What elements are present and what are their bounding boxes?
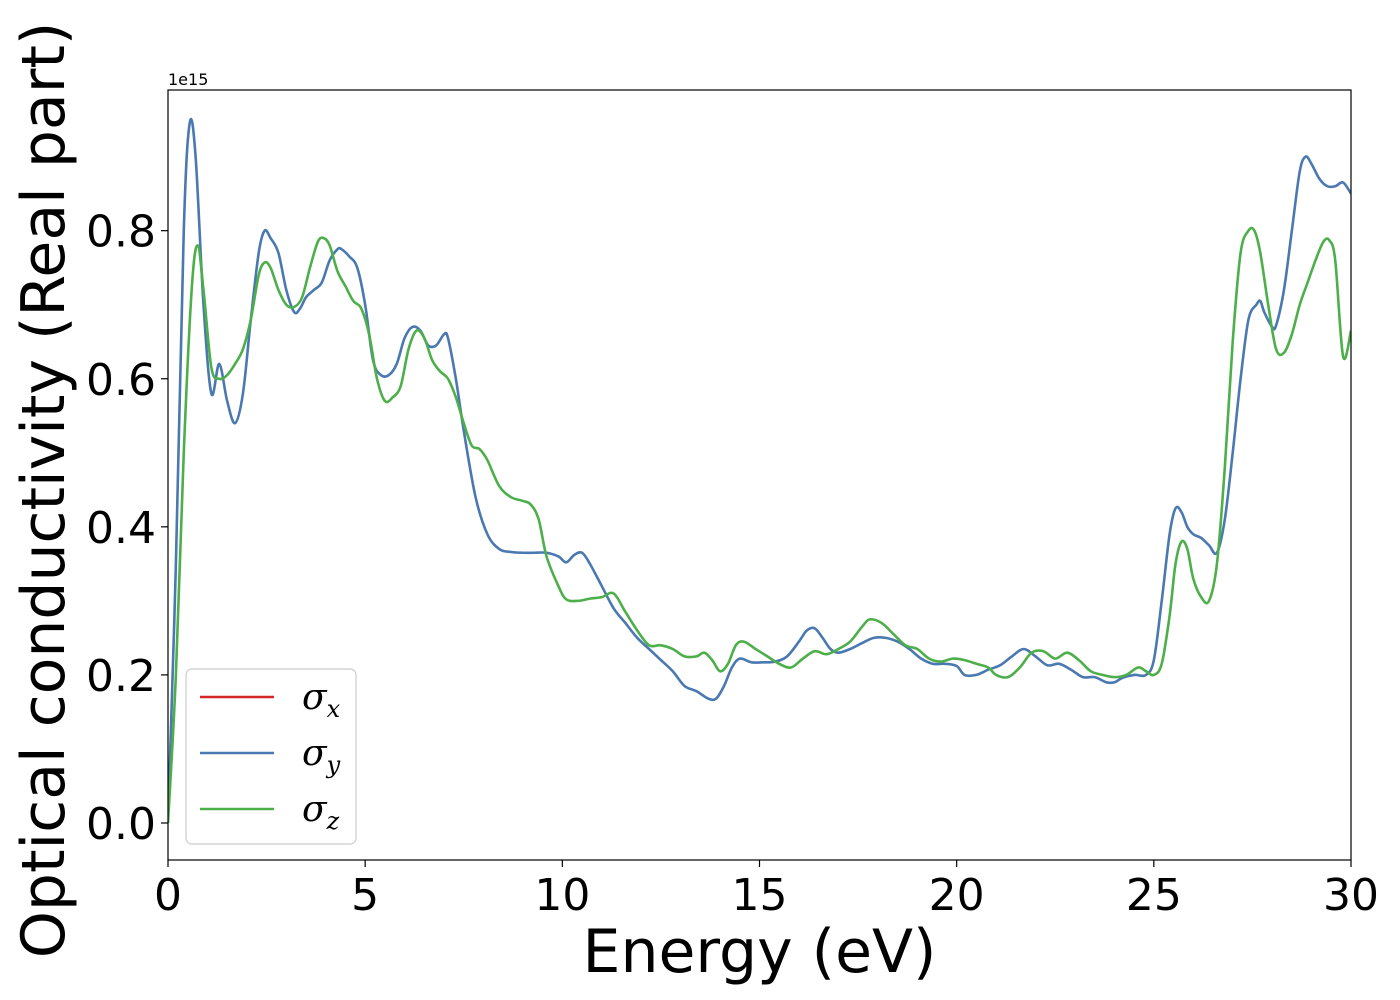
x-axis-ticks: 0 5 10 15 20 25 30	[154, 860, 1379, 921]
legend-label-x: σx	[302, 677, 341, 723]
series-line-y	[168, 117, 1351, 824]
y-tick-label: 0.0	[86, 799, 156, 850]
y-tick-label: 0.2	[86, 651, 156, 702]
x-axis-label: Energy (eV)	[583, 917, 937, 987]
legend-label-y: σy	[302, 733, 341, 779]
legend-label-z: σz	[302, 789, 340, 835]
y-axis-ticks: 0.0 0.2 0.4 0.6 0.8	[86, 207, 168, 850]
x-tick-label: 0	[154, 870, 182, 921]
series-layer	[168, 117, 1351, 824]
legend-frame	[185, 668, 357, 845]
x-tick-label: 30	[1323, 870, 1379, 921]
legend: σx σy σz	[185, 668, 357, 845]
y-offset-label: 1e15	[168, 70, 208, 89]
x-tick-label: 5	[351, 870, 379, 921]
y-axis-label: Optical conductivity (Real part)	[9, 22, 79, 959]
x-tick-label: 20	[929, 870, 985, 921]
x-tick-label: 10	[534, 870, 590, 921]
series-line-z	[168, 226, 1351, 824]
y-tick-label: 0.4	[86, 503, 156, 554]
x-tick-label: 25	[1126, 870, 1182, 921]
x-tick-label: 15	[732, 870, 788, 921]
y-tick-label: 0.6	[86, 355, 156, 406]
y-tick-label: 0.8	[86, 207, 156, 258]
